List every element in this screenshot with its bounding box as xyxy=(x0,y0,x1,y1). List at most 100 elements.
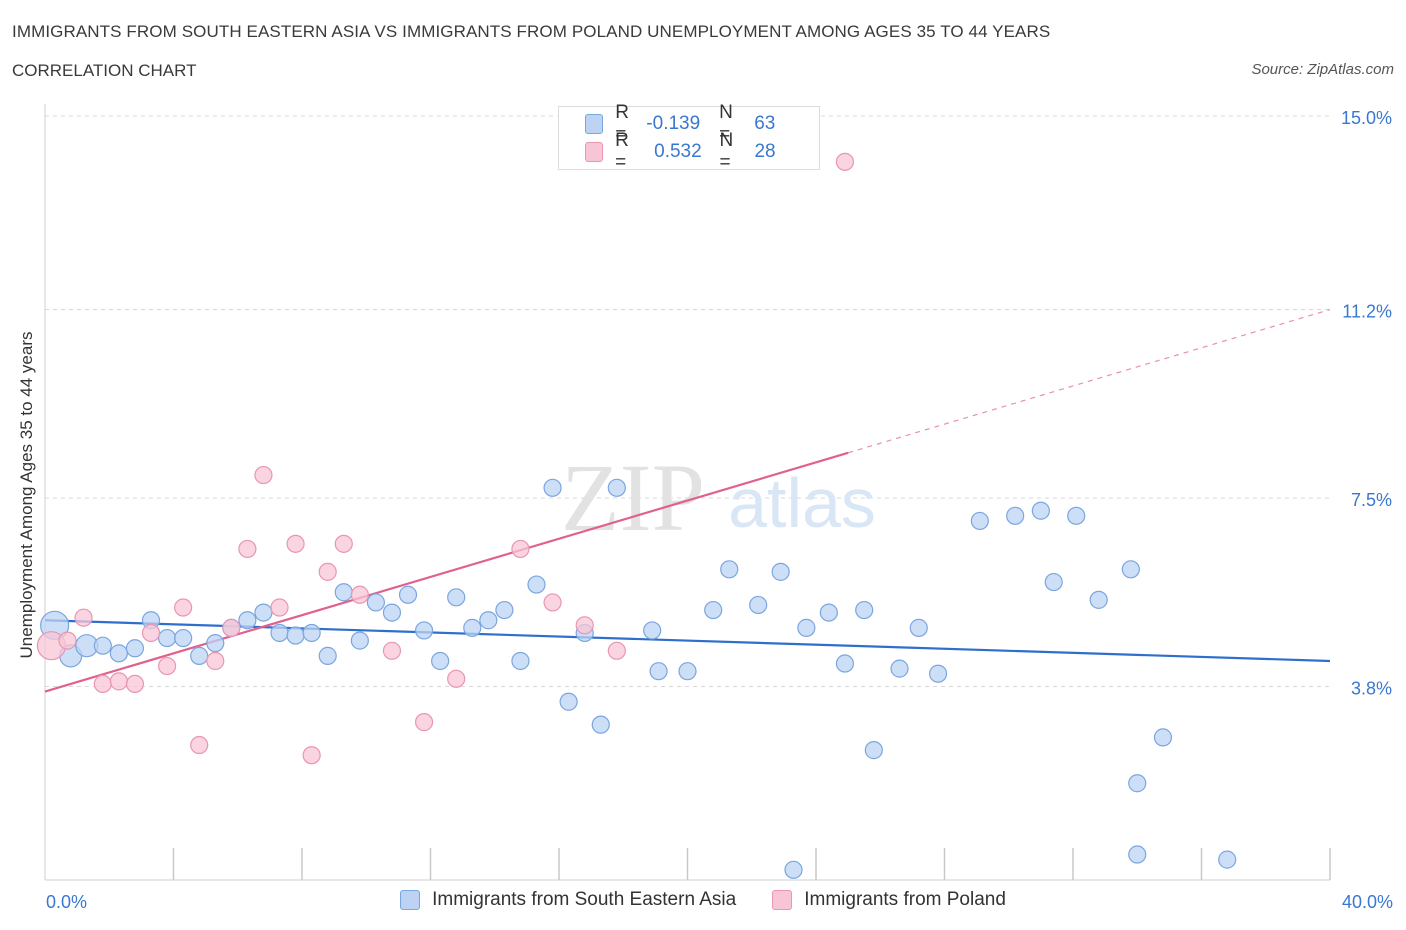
point-sea xyxy=(382,603,402,622)
point-sea xyxy=(479,611,498,630)
point-sea xyxy=(527,575,546,594)
point-sea xyxy=(1067,506,1086,525)
r-value: -0.139 xyxy=(646,113,701,134)
point-sea xyxy=(835,654,855,673)
legend-item-sea: Immigrants from South Eastern Asia xyxy=(400,889,736,911)
point-sea xyxy=(1128,774,1147,793)
point-poland xyxy=(141,623,161,643)
point-sea xyxy=(125,639,145,658)
grid-lines xyxy=(45,115,1330,687)
source-credit: Source: ZipAtlas.com xyxy=(1251,61,1394,78)
trend-line-poland xyxy=(44,451,849,693)
point-sea xyxy=(93,636,112,655)
point-sea xyxy=(855,600,874,620)
point-sea xyxy=(1218,850,1237,869)
point-sea xyxy=(784,860,803,879)
watermark-zip: ZIP xyxy=(561,444,705,551)
n-value: 28 xyxy=(754,141,776,162)
y-tick-label: 15.0% xyxy=(1341,108,1392,128)
point-poland xyxy=(270,598,289,617)
point-poland xyxy=(447,669,466,688)
point-poland xyxy=(74,608,93,627)
r-label: R = xyxy=(615,130,629,173)
point-sea xyxy=(447,588,466,607)
chart-title: IMMIGRANTS FROM SOUTH EASTERN ASIA VS IM… xyxy=(12,22,1051,41)
point-sea xyxy=(649,662,668,681)
n-label: N = xyxy=(719,102,733,145)
legend-row-sea: R = -0.139 N = 63 xyxy=(585,102,819,145)
legend-swatch-pink xyxy=(772,890,793,910)
point-sea xyxy=(334,583,353,602)
point-poland xyxy=(835,152,855,171)
point-poland xyxy=(58,631,77,650)
x-tick-label: 0.0% xyxy=(46,892,87,912)
point-sea xyxy=(190,646,209,665)
point-poland xyxy=(607,641,626,660)
point-sea xyxy=(157,628,177,648)
point-sea xyxy=(302,623,321,643)
point-sea xyxy=(206,634,225,653)
point-sea xyxy=(366,593,385,612)
point-poland xyxy=(190,735,209,755)
point-sea xyxy=(109,644,128,663)
y-tick-label: 7.5% xyxy=(1351,490,1392,510)
point-poland xyxy=(222,618,241,637)
x-tick-label: 40.0% xyxy=(1342,892,1393,912)
point-sea xyxy=(771,562,790,581)
point-sea xyxy=(1128,845,1147,864)
data-points xyxy=(36,152,1237,879)
point-sea xyxy=(970,511,989,531)
point-poland xyxy=(318,562,337,581)
point-sea xyxy=(414,621,434,640)
point-sea xyxy=(704,600,723,620)
legend-label-poland: Immigrants from Poland xyxy=(804,889,1006,910)
watermark-atlas: atlas xyxy=(728,464,876,542)
trend-line-poland-extension xyxy=(847,308,1331,454)
point-poland xyxy=(254,465,273,485)
point-poland xyxy=(543,593,562,612)
point-poland xyxy=(125,674,145,694)
correlation-legend: R = -0.139 N = 63 R = 0.532 N = 28 xyxy=(558,102,820,173)
n-value: 63 xyxy=(754,113,776,134)
point-poland xyxy=(334,534,353,553)
point-poland xyxy=(93,674,112,694)
point-poland xyxy=(511,539,530,559)
point-sea xyxy=(819,603,838,622)
point-sea xyxy=(890,659,909,678)
point-poland xyxy=(350,585,369,604)
axes xyxy=(44,104,1331,881)
point-poland xyxy=(414,713,434,732)
point-sea xyxy=(350,631,369,650)
legend-row-poland: R = 0.532 N = 28 xyxy=(585,130,819,173)
legend-item-poland: Immigrants from Poland xyxy=(772,889,1006,911)
point-sea xyxy=(1089,590,1108,609)
point-poland xyxy=(174,598,193,617)
point-sea xyxy=(749,595,768,615)
point-sea xyxy=(1121,560,1140,579)
legend-label-sea: Immigrants from South Eastern Asia xyxy=(432,889,737,910)
legend-swatch-blue xyxy=(585,114,604,134)
point-sea xyxy=(254,603,273,622)
point-sea xyxy=(495,600,514,620)
point-sea xyxy=(720,560,739,579)
point-sea xyxy=(607,478,626,497)
point-sea xyxy=(431,651,450,671)
point-sea xyxy=(1044,572,1063,592)
point-sea xyxy=(174,628,193,648)
point-poland xyxy=(382,641,402,660)
r-value: 0.532 xyxy=(654,141,702,162)
point-sea xyxy=(543,478,562,497)
point-sea xyxy=(797,618,816,637)
legend-swatch-blue xyxy=(400,890,421,910)
tick-labels: 3.8% 7.5% 11.2% 15.0% 0.0% 40.0% xyxy=(46,108,1393,912)
point-sea xyxy=(591,715,610,734)
point-sea xyxy=(270,623,289,643)
y-axis-label: Unemployment Among Ages 35 to 44 years xyxy=(17,331,36,659)
point-poland xyxy=(302,746,321,765)
point-sea xyxy=(463,618,482,637)
point-sea xyxy=(318,646,337,665)
point-poland xyxy=(238,539,257,559)
point-sea xyxy=(864,741,883,760)
point-sea xyxy=(238,611,257,630)
